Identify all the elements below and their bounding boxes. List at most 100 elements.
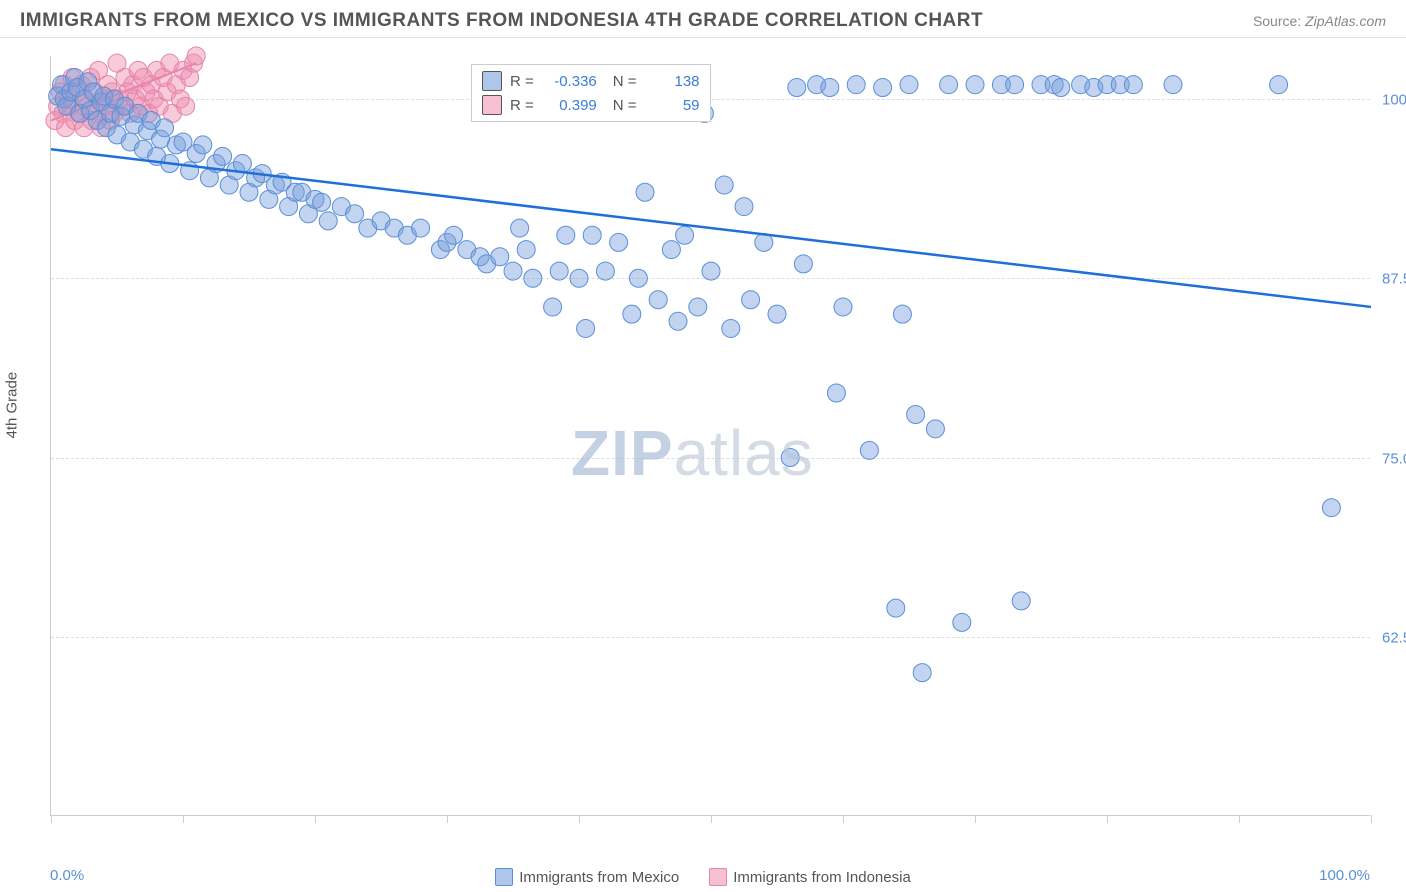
n-label: N = — [613, 97, 637, 114]
data-point — [722, 319, 740, 337]
data-point — [636, 183, 654, 201]
data-point — [524, 269, 542, 287]
x-tick — [843, 815, 844, 823]
data-point — [907, 405, 925, 423]
y-tick-label: 62.5% — [1380, 629, 1406, 646]
data-point — [623, 305, 641, 323]
x-tick — [51, 815, 52, 823]
legend-swatch-indonesia — [482, 95, 502, 115]
data-point — [583, 226, 601, 244]
data-point — [689, 298, 707, 316]
trend-line — [51, 149, 1371, 307]
legend-item-mexico: Immigrants from Mexico — [495, 868, 679, 886]
data-point — [1052, 79, 1070, 97]
data-point — [557, 226, 575, 244]
data-point — [834, 298, 852, 316]
data-point — [926, 420, 944, 438]
data-point — [676, 226, 694, 244]
data-point — [1164, 76, 1182, 94]
data-point — [511, 219, 529, 237]
x-tick — [1107, 815, 1108, 823]
r-label: R = — [510, 73, 534, 90]
data-point — [319, 212, 337, 230]
data-point — [214, 147, 232, 165]
data-point — [788, 79, 806, 97]
mexico-r-value: -0.336 — [542, 73, 597, 90]
data-point — [893, 305, 911, 323]
scatter-chart: 62.5%75.0%87.5%100.0% ZIPatlas R = -0.33… — [50, 56, 1370, 816]
x-tick — [447, 815, 448, 823]
x-tick — [975, 815, 976, 823]
data-point — [412, 219, 430, 237]
chart-header: IMMIGRANTS FROM MEXICO VS IMMIGRANTS FRO… — [0, 0, 1406, 38]
data-point — [966, 76, 984, 94]
n-label: N = — [613, 73, 637, 90]
x-tick — [183, 815, 184, 823]
data-point — [156, 119, 174, 137]
data-point — [781, 449, 799, 467]
r-label: R = — [510, 97, 534, 114]
y-tick-label: 87.5% — [1380, 271, 1406, 288]
data-point — [1012, 592, 1030, 610]
y-axis-title: 4th Grade — [4, 372, 21, 439]
data-point — [491, 248, 509, 266]
legend-label-mexico: Immigrants from Mexico — [519, 869, 679, 886]
data-point — [194, 136, 212, 154]
data-point — [187, 47, 205, 65]
data-point — [346, 205, 364, 223]
source-label: Source: — [1253, 13, 1301, 29]
indonesia-r-value: 0.399 — [542, 97, 597, 114]
data-point — [570, 269, 588, 287]
data-point — [742, 291, 760, 309]
data-point — [504, 262, 522, 280]
data-point — [913, 664, 931, 682]
x-tick — [315, 815, 316, 823]
x-tick — [711, 815, 712, 823]
data-point — [953, 613, 971, 631]
scatter-plot-svg — [51, 56, 1370, 815]
legend-swatch-mexico — [482, 71, 502, 91]
data-point — [1006, 76, 1024, 94]
data-point — [669, 312, 687, 330]
data-point — [1270, 76, 1288, 94]
data-point — [821, 79, 839, 97]
y-tick-label: 100.0% — [1380, 92, 1406, 109]
chart-title: IMMIGRANTS FROM MEXICO VS IMMIGRANTS FRO… — [20, 10, 983, 32]
data-point — [596, 262, 614, 280]
x-tick — [579, 815, 580, 823]
data-point — [550, 262, 568, 280]
data-point — [544, 298, 562, 316]
data-point — [860, 441, 878, 459]
legend-row-mexico: R = -0.336 N = 138 — [482, 69, 700, 93]
data-point — [1124, 76, 1142, 94]
correlation-legend: R = -0.336 N = 138 R = 0.399 N = 59 — [471, 64, 711, 122]
data-point — [649, 291, 667, 309]
legend-label-indonesia: Immigrants from Indonesia — [733, 869, 911, 886]
data-point — [715, 176, 733, 194]
legend-item-indonesia: Immigrants from Indonesia — [709, 868, 911, 886]
mexico-n-value: 138 — [645, 73, 700, 90]
data-point — [900, 76, 918, 94]
data-point — [577, 319, 595, 337]
data-point — [662, 241, 680, 259]
data-point — [233, 155, 251, 173]
data-point — [702, 262, 720, 280]
series-legend: Immigrants from Mexico Immigrants from I… — [0, 868, 1406, 886]
indonesia-n-value: 59 — [645, 97, 700, 114]
data-point — [847, 76, 865, 94]
data-point — [445, 226, 463, 244]
data-point — [940, 76, 958, 94]
data-point — [610, 233, 628, 251]
legend-row-indonesia: R = 0.399 N = 59 — [482, 93, 700, 117]
data-point — [313, 193, 331, 211]
legend-swatch-indonesia-icon — [709, 868, 727, 886]
data-point — [735, 198, 753, 216]
source-attribution: Source: ZipAtlas.com — [1253, 13, 1386, 29]
data-point — [768, 305, 786, 323]
data-point — [794, 255, 812, 273]
data-point — [1322, 499, 1340, 517]
data-point — [827, 384, 845, 402]
data-point — [517, 241, 535, 259]
x-tick — [1371, 815, 1372, 823]
legend-swatch-mexico-icon — [495, 868, 513, 886]
